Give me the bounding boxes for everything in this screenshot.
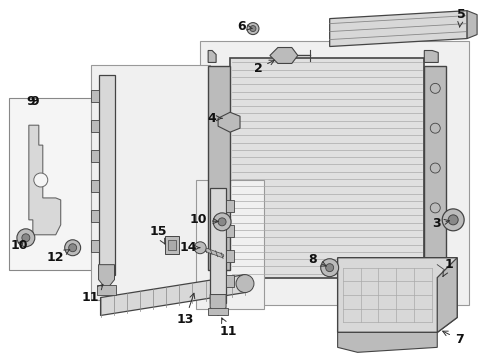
Polygon shape <box>29 125 61 235</box>
Polygon shape <box>330 11 467 46</box>
Circle shape <box>430 123 440 133</box>
Bar <box>91 90 98 102</box>
Circle shape <box>218 218 226 226</box>
Polygon shape <box>210 294 226 315</box>
Circle shape <box>442 209 464 231</box>
Polygon shape <box>424 50 438 62</box>
Circle shape <box>69 244 76 252</box>
Bar <box>208 67 230 270</box>
Circle shape <box>22 234 30 242</box>
Circle shape <box>213 213 231 231</box>
Text: 13: 13 <box>176 293 195 326</box>
Bar <box>9 98 153 270</box>
Text: 11: 11 <box>220 318 237 338</box>
Text: 8: 8 <box>308 253 326 266</box>
Bar <box>97 285 117 294</box>
Bar <box>98 75 115 275</box>
Circle shape <box>430 163 440 173</box>
Circle shape <box>236 275 254 293</box>
Polygon shape <box>467 11 477 39</box>
Polygon shape <box>98 265 115 289</box>
Text: 9: 9 <box>31 95 40 108</box>
Polygon shape <box>208 50 216 62</box>
Bar <box>226 200 234 212</box>
Bar <box>200 41 469 305</box>
Bar <box>91 150 98 162</box>
Bar <box>91 240 98 252</box>
Bar <box>168 240 176 250</box>
Text: 4: 4 <box>208 112 222 125</box>
Circle shape <box>250 26 256 32</box>
Text: 6: 6 <box>238 20 252 33</box>
Polygon shape <box>100 275 245 315</box>
Text: 10: 10 <box>10 239 27 252</box>
Text: 5: 5 <box>457 8 465 27</box>
Polygon shape <box>338 258 457 332</box>
Text: 1: 1 <box>443 258 454 276</box>
Polygon shape <box>218 112 240 132</box>
Circle shape <box>34 173 48 187</box>
Polygon shape <box>270 48 298 63</box>
Text: 3: 3 <box>432 217 449 230</box>
Circle shape <box>326 264 334 272</box>
Bar <box>91 180 98 192</box>
Text: 11: 11 <box>82 284 103 304</box>
Bar <box>91 210 98 222</box>
Bar <box>424 67 446 270</box>
Polygon shape <box>437 258 457 332</box>
Text: 2: 2 <box>253 60 274 75</box>
Bar <box>210 188 226 302</box>
Circle shape <box>430 203 440 213</box>
Circle shape <box>448 215 458 225</box>
Circle shape <box>17 229 35 247</box>
Bar <box>226 225 234 237</box>
Bar <box>230 58 424 278</box>
Text: 10: 10 <box>190 213 218 226</box>
Circle shape <box>321 259 339 276</box>
Bar <box>208 307 228 315</box>
Circle shape <box>194 242 206 254</box>
Circle shape <box>65 240 81 256</box>
Circle shape <box>247 23 259 35</box>
Text: 7: 7 <box>442 331 464 346</box>
Text: 12: 12 <box>47 249 70 264</box>
Circle shape <box>430 84 440 93</box>
Bar <box>91 66 210 300</box>
Text: 15: 15 <box>149 225 167 244</box>
Bar <box>226 275 234 287</box>
Polygon shape <box>338 332 437 352</box>
Text: 9: 9 <box>26 95 35 108</box>
Text: 14: 14 <box>179 241 200 254</box>
Bar <box>165 236 179 254</box>
Bar <box>226 250 234 262</box>
Bar <box>196 180 264 310</box>
Bar <box>91 120 98 132</box>
